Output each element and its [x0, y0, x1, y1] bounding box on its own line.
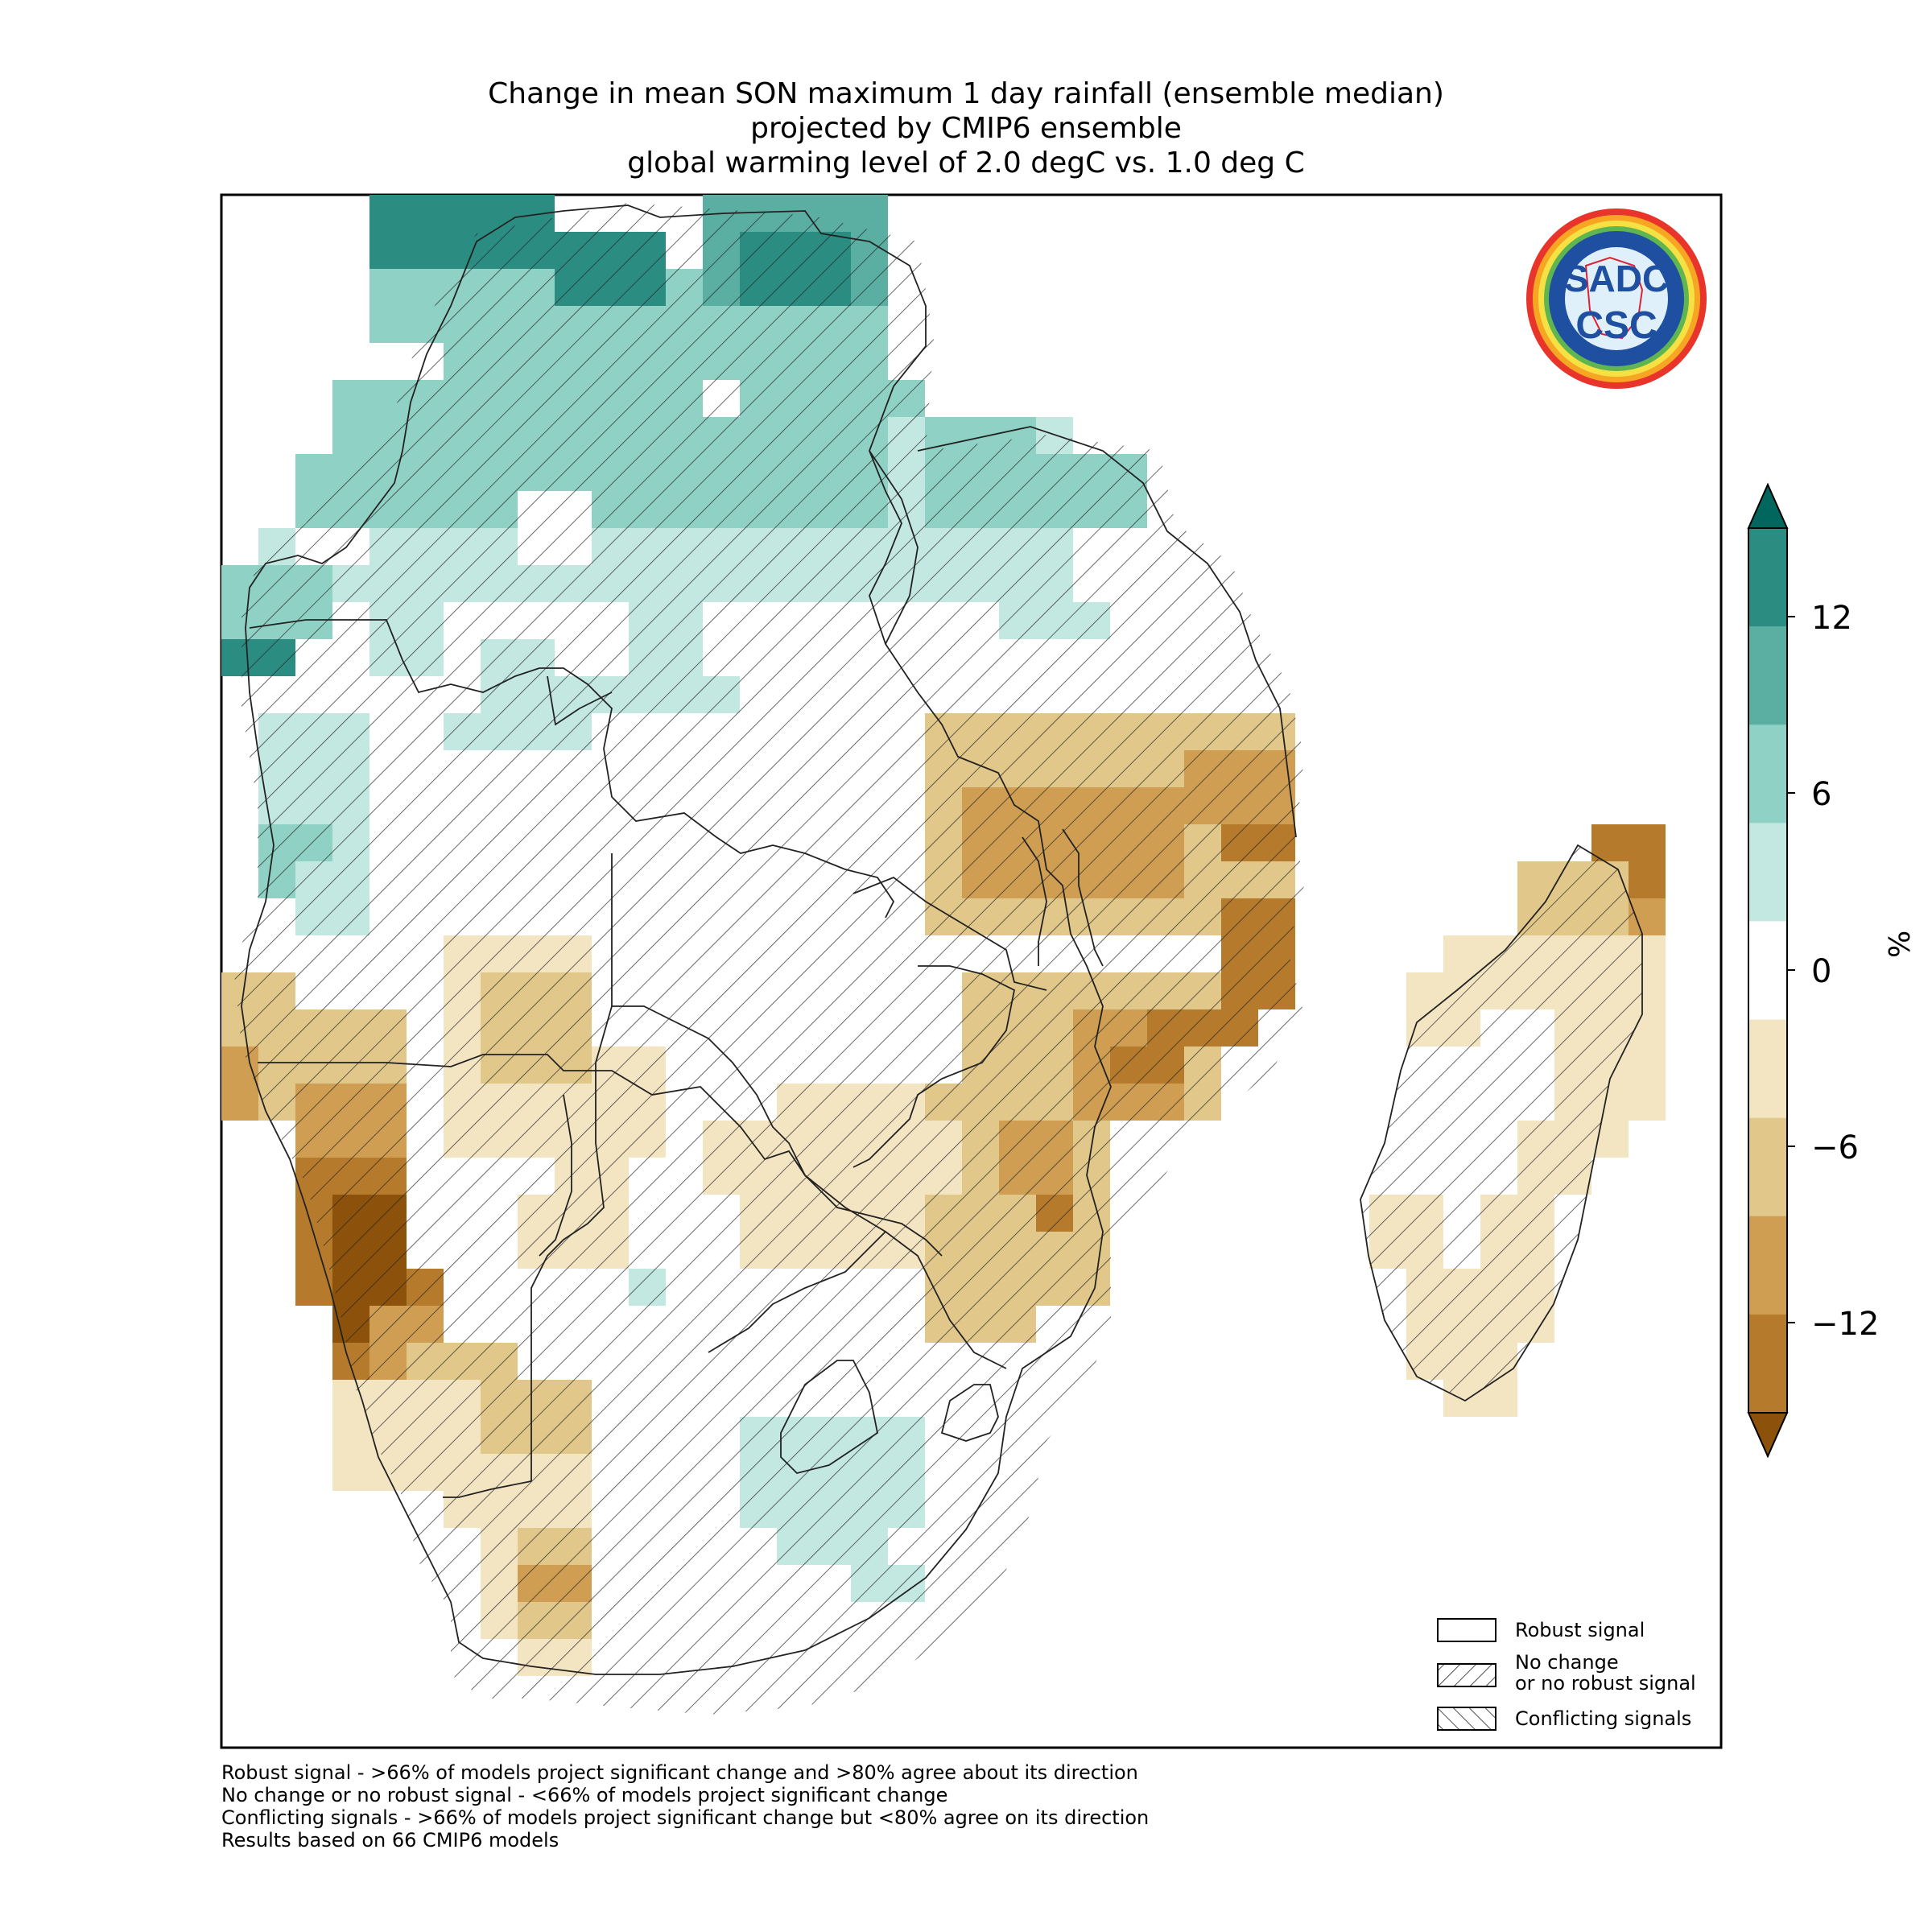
legend-label-conflicting: Conflicting signals — [1515, 1707, 1692, 1730]
legend-label-robust: Robust signal — [1515, 1619, 1645, 1641]
footnote-robust: Robust signal - >66% of models project s… — [221, 1761, 1138, 1784]
colorbar-segment — [1748, 626, 1787, 725]
colorbar-segment — [1748, 1117, 1787, 1217]
legend-swatch-robust — [1437, 1618, 1496, 1642]
colorbar-unit-label: % — [1884, 930, 1917, 958]
colorbar-tick-6: 6 — [1811, 776, 1832, 813]
footnote-no-change: No change or no robust signal - <66% of … — [221, 1784, 948, 1806]
logo-text-csc: CSC — [1575, 304, 1657, 347]
colorbar-segment — [1748, 823, 1787, 922]
colorbar-segment — [1748, 921, 1787, 1021]
legend-label-no-change-line-2: or no robust signal — [1515, 1672, 1696, 1695]
colorbar-segment — [1748, 724, 1787, 824]
colorbar — [1747, 482, 1795, 1459]
footnote-model-count: Results based on 66 CMIP6 models — [221, 1829, 559, 1852]
logo-text-sadc: SADC — [1564, 258, 1669, 299]
legend-swatch-conflicting — [1437, 1707, 1496, 1731]
colorbar-segment — [1748, 1314, 1787, 1414]
footnote-conflicting: Conflicting signals - >66% of models pro… — [221, 1806, 1150, 1829]
hatch-legend — [1437, 1618, 1496, 1731]
colorbar-extend-max — [1747, 482, 1789, 529]
colorbar-tick-minus-12: −12 — [1811, 1306, 1880, 1343]
colorbar-tick-12: 12 — [1811, 600, 1852, 637]
legend-swatch-no-change — [1437, 1663, 1496, 1687]
map-title-line-2: projected by CMIP6 ensemble — [750, 112, 1182, 145]
colorbar-tick-minus-6: −6 — [1811, 1129, 1859, 1166]
country-borders — [241, 204, 1643, 1675]
colorbar-segment — [1748, 1019, 1787, 1119]
sadc-csc-logo: SADC CSC — [1526, 208, 1707, 389]
map-title-line-3: global warming level of 2.0 degC vs. 1.0… — [627, 147, 1305, 180]
legend-label-no-change-line-1: No change — [1515, 1651, 1619, 1674]
hatch-no-robust-signal-madagascar — [1360, 845, 1642, 1401]
colorbar-extend-min — [1747, 1412, 1789, 1459]
colorbar-segment — [1748, 1216, 1787, 1315]
hatch-no-robust-signal-mainland — [233, 203, 1304, 1715]
colorbar-segment — [1748, 528, 1787, 627]
map-title-line-1: Change in mean SON maximum 1 day rainfal… — [488, 77, 1444, 110]
colorbar-tick-0: 0 — [1811, 953, 1832, 990]
